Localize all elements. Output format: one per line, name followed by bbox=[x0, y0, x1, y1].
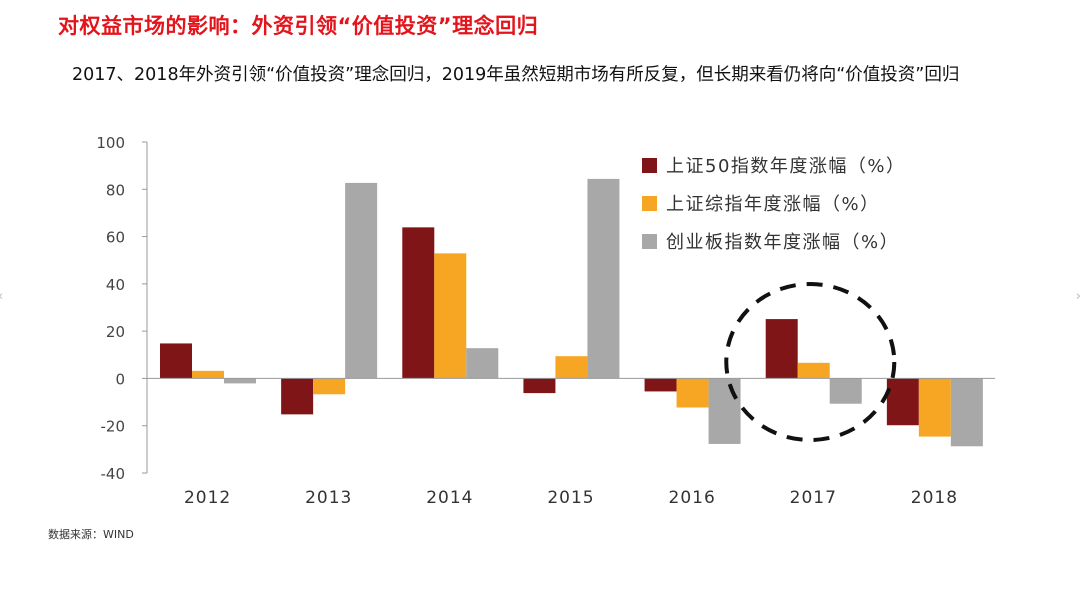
x-tick-label: 2014 bbox=[426, 488, 473, 508]
bar-2012-series-1 bbox=[160, 343, 192, 379]
bar-2018-series-1 bbox=[886, 378, 919, 426]
bar-2018-series-2 bbox=[918, 378, 951, 437]
legend-label-3: 创业板指数年度涨幅（%） bbox=[666, 232, 899, 253]
x-tick-label: 2015 bbox=[547, 488, 594, 508]
bar-2014-series-1 bbox=[402, 227, 435, 379]
y-tick-label: 20 bbox=[106, 323, 125, 341]
y-tick-label: -20 bbox=[101, 418, 126, 436]
bar-2014-series-2 bbox=[434, 253, 467, 379]
slide-subtitle: 2017、2018年外资引领“价值投资”理念回归，2019年虽然短期市场有所反复… bbox=[72, 65, 960, 85]
x-tick-label: 2018 bbox=[911, 488, 958, 508]
slide-title: 对权益市场的影响：外资引领“价值投资”理念回归 bbox=[58, 14, 539, 38]
bar-2016-series-3 bbox=[708, 378, 741, 444]
data-source-note: 数据来源：WIND bbox=[48, 528, 134, 541]
bar-2015-series-2 bbox=[555, 356, 588, 379]
y-tick-label: 60 bbox=[106, 229, 125, 247]
y-tick-label: 0 bbox=[115, 370, 125, 388]
bar-2013-series-2 bbox=[313, 378, 346, 395]
y-tick-label: 80 bbox=[106, 181, 125, 199]
bar-2015-series-1 bbox=[523, 378, 556, 394]
y-tick-label: 40 bbox=[106, 276, 125, 294]
bar-2017-series-2 bbox=[797, 362, 830, 379]
highlight-dashed-circle bbox=[724, 282, 897, 442]
next-slide-icon[interactable]: › bbox=[1076, 289, 1080, 304]
x-tick-label: 2012 bbox=[184, 488, 231, 508]
bar-2016-series-2 bbox=[676, 378, 709, 408]
bar-2012-series-2 bbox=[192, 370, 224, 379]
legend-swatch-3 bbox=[642, 234, 657, 249]
bar-2015-series-3 bbox=[587, 178, 620, 379]
legend-swatch-1 bbox=[642, 158, 657, 173]
legend-swatch-2 bbox=[642, 196, 657, 211]
bar-2013-series-3 bbox=[345, 182, 378, 379]
prev-slide-icon[interactable]: ‹ bbox=[0, 289, 3, 304]
legend-label-2: 上证综指年度涨幅（%） bbox=[666, 194, 880, 215]
bar-2013-series-1 bbox=[281, 378, 314, 415]
bar-2017-series-1 bbox=[765, 319, 798, 379]
bar-2016-series-1 bbox=[644, 378, 677, 392]
y-tick-label: 100 bbox=[96, 134, 125, 152]
x-tick-label: 2016 bbox=[669, 488, 716, 508]
y-tick-label: -40 bbox=[101, 465, 126, 483]
x-tick-label: 2017 bbox=[790, 488, 837, 508]
legend-label-1: 上证50指数年度涨幅（%） bbox=[666, 156, 906, 177]
bar-2012-series-3 bbox=[224, 378, 256, 384]
bar-2014-series-3 bbox=[466, 348, 499, 379]
x-tick-label: 2013 bbox=[305, 488, 352, 508]
bar-2018-series-3 bbox=[950, 378, 983, 447]
bar-2017-series-3 bbox=[829, 378, 862, 404]
